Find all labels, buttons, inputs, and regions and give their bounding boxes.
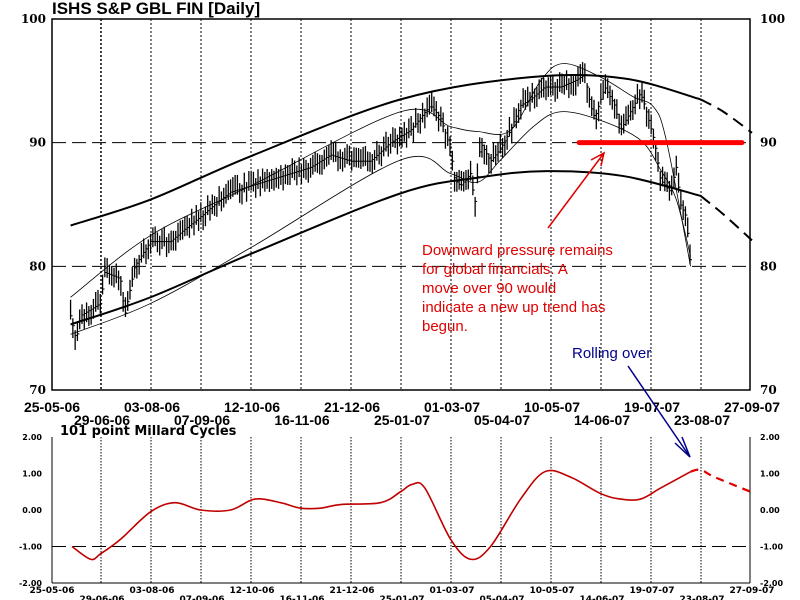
x-date-label: 14-06-07 [574,412,630,428]
annotation-line: Downward pressure remains [422,242,613,259]
y-tick-label-right: 100 [760,12,785,26]
y-tick-label-right: -1.00 [760,543,783,552]
cycle-projection [690,468,751,493]
x-date-label: 29-06-06 [79,595,124,600]
y-tick-label-right: 1.00 [760,470,780,479]
outer-lower-projection [699,195,753,242]
x-date-label: 10-05-07 [529,586,574,596]
y-tick-label-right: 70 [760,383,777,397]
x-date-label: 16-11-06 [274,412,329,428]
x-date-label: 12-10-06 [224,399,280,415]
x-date-label: 23-08-07 [679,595,724,600]
cycle-panel: 2.00 2.00 1.00 1.00 0.00 0.00 -1.00 -1.00 -2.00 -… [19,433,784,600]
x-date-label: 21-12-06 [329,586,374,596]
x-date-label: 25-01-07 [379,595,424,600]
annotation-line: move over 90 would [422,280,556,297]
blue-arrow [627,365,691,458]
y-tick-label-left: -2.00 [19,579,42,588]
y-tick-label-left: 0.00 [22,506,42,515]
cycle-panel-title: 101 point Millard Cycles [60,424,237,439]
x-date-label: 03-08-06 [124,399,180,415]
x-date-label: 12-10-06 [229,586,274,596]
y-tick-label-left: 1.00 [22,470,42,479]
x-date-label: 25-05-06 [24,399,80,415]
annotation-line: indicate a new up trend has [422,299,605,316]
price-panel: 100 100 90 90 80 80 70 70 25-05-06 03-08-06 12-10-… [21,12,785,428]
x-date-label: 16-11-06 [279,595,324,600]
x-date-label: 03-08-06 [129,586,174,596]
red-arrow [547,151,606,229]
y-tick-label-right: 80 [760,259,777,273]
plot-frame [51,18,751,391]
x-date-label: 23-08-07 [674,412,730,428]
y-tick-label-left: 70 [29,383,46,397]
inner-upper-band [70,63,691,298]
outer-upper-band [70,73,701,227]
cycle-line [71,469,691,561]
outer-lower-band [70,170,701,326]
x-date-label: 01-03-07 [424,399,480,415]
x-date-label: 29-06-06 [74,412,130,428]
x-date-label: 14-06-07 [579,595,624,600]
rolling-over-label: Rolling over [572,345,651,362]
y-tick-label-right: -2.00 [760,579,783,588]
x-date-label: 10-05-07 [524,399,580,415]
x-date-label: 07-09-06 [179,595,224,600]
x-date-label: 25-05-06 [29,586,74,596]
annotation-line: for global financials. A [422,261,568,278]
annotation-text: Downward pressure remains for global fin… [422,242,613,335]
y-tick-label-right: 2.00 [760,433,780,442]
chart-title: ISHS S&P GBL FIN [Daily] [52,0,260,18]
x-date-label: 01-03-07 [429,586,474,596]
y-tick-label-left: 90 [29,136,46,150]
y-tick-label-left: 2.00 [22,433,42,442]
outer-upper-projection [700,98,753,134]
y-tick-label-left: 100 [21,12,46,26]
x-date-label: 05-04-07 [474,412,530,428]
y-tick-label-left: 80 [29,259,46,273]
x-date-label: 27-09-07 [724,399,780,415]
y-tick-label-right: 0.00 [760,506,780,515]
y-tick-label-left: -1.00 [19,543,42,552]
x-date-label: 27-09-07 [729,586,774,596]
x-date-label: 19-07-07 [629,586,674,596]
inner-lower-band [70,111,691,335]
annotation-line: begun. [422,318,468,335]
y-tick-label-right: 90 [760,136,777,150]
x-date-label: 21-12-06 [324,399,380,415]
x-date-label: 19-07-07 [624,399,680,415]
x-date-label: 25-01-07 [374,412,430,428]
x-date-label: 07-09-06 [174,412,230,428]
x-date-label: 05-04-07 [479,595,524,600]
